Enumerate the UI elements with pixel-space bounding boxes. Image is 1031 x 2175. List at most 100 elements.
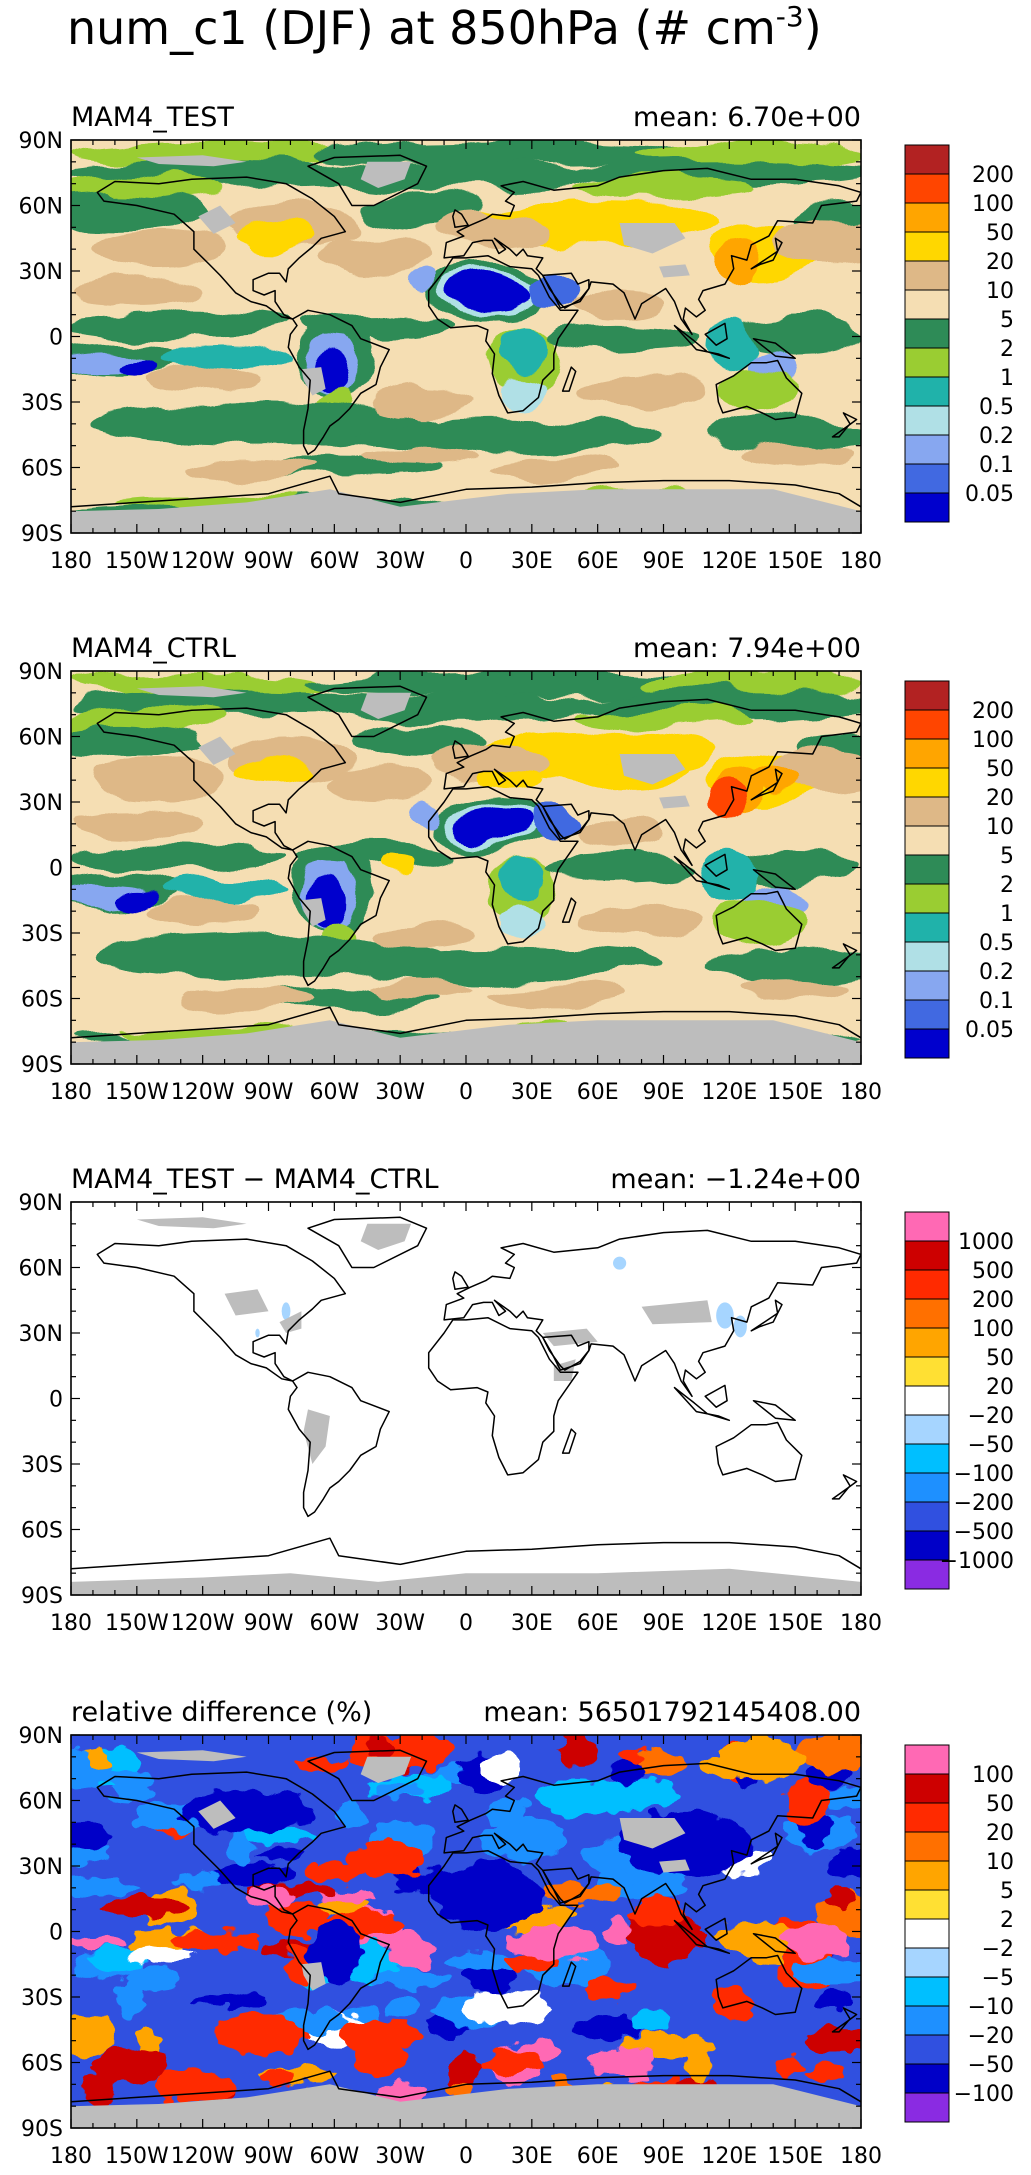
x-tick-label: 60E: [577, 2144, 619, 2169]
colorbar-label: 5: [1000, 308, 1014, 333]
field-patch: [323, 767, 434, 802]
coastline-samerica: [287, 309, 390, 456]
x-tick-label: 120E: [701, 1611, 757, 1636]
y-tick-label: 90N: [19, 660, 63, 685]
field-patch: [356, 948, 664, 984]
field-patch: [349, 1839, 425, 1878]
colorbar-swatch: [904, 1472, 950, 1503]
field-patch: [784, 1924, 851, 1960]
x-tick-label: 150W: [105, 1080, 169, 1105]
colorbar-label: −500: [954, 1520, 1014, 1545]
colorbar-label: 20: [986, 1375, 1014, 1400]
field-blobs: [71, 1735, 861, 2128]
field-patch: [389, 1994, 416, 2019]
missing-region: [659, 795, 690, 809]
x-tick-label: 30E: [511, 1080, 553, 1105]
field-patch: [804, 2028, 861, 2051]
field-patch: [498, 373, 543, 409]
y-tick-label: 90N: [19, 129, 63, 154]
colorbar-swatch: [904, 709, 950, 740]
missing-data: [71, 155, 861, 533]
field: [71, 671, 861, 1064]
y-tick-label: 30N: [19, 791, 63, 816]
field-patch: [784, 1782, 830, 1826]
missing-region: [136, 155, 247, 167]
field-background: [71, 1202, 861, 1595]
coastline-antarctica: [71, 475, 861, 508]
x-tick-label: 0: [459, 1080, 473, 1105]
missing-region: [301, 1962, 326, 1991]
x-tick-label: 150E: [767, 1611, 823, 1636]
colorbar-label: 5: [1000, 844, 1014, 869]
x-tick-label: 150E: [767, 549, 823, 574]
colorbar-swatch: [904, 2005, 950, 2036]
colorbar-swatch: [904, 1327, 950, 1358]
ticks: [70, 1201, 862, 1596]
coastline-indonesia: [673, 1919, 731, 1955]
field-patch: [91, 1947, 142, 1972]
colorbar-label: 2: [1000, 873, 1014, 898]
x-tick-label: 60W: [309, 1611, 359, 1636]
colorbar-swatch: [904, 1356, 950, 1387]
missing-region: [641, 1300, 712, 1325]
x-tick-label: 180: [50, 1611, 92, 1636]
field-patch: [588, 1780, 679, 1812]
colorbar-label: 50: [986, 757, 1014, 782]
colorbar-label: 20: [986, 786, 1014, 811]
x-tick-label: 150W: [105, 1611, 169, 1636]
field-patch: [542, 323, 697, 350]
colorbar-label: 50: [986, 1346, 1014, 1371]
y-tick-label: 60S: [21, 1519, 63, 1544]
x-tick-label: 0: [459, 1611, 473, 1636]
coastline-uk: [452, 1271, 469, 1291]
ticks: [70, 1734, 862, 2129]
colorbar-label: 10: [986, 1850, 1014, 1875]
colorbar: 1000 500 200 100 50 20 −20 −50 −100 −200 −500 −1000: [904, 1211, 1014, 1590]
diff-patch: [281, 1302, 291, 1320]
field-patch: [169, 1929, 261, 1951]
field-patch: [575, 373, 708, 409]
y-tick-label: 0: [49, 1921, 63, 1946]
colorbar-swatch: [904, 1860, 950, 1891]
missing-data: [71, 686, 861, 1064]
field-patch: [631, 2005, 667, 2034]
field-patch: [542, 854, 697, 881]
field-patch: [509, 1924, 598, 1960]
field-patch: [825, 1885, 854, 1910]
x-tick-label: 0: [459, 2144, 473, 2169]
x-tick-label: 180: [840, 1611, 882, 1636]
field-patch: [408, 799, 436, 827]
panel-3: MAM4_TEST − MAM4_CTRL mean: −1.24e+00 180 1…: [19, 1164, 1014, 1636]
colorbar-swatch: [904, 376, 950, 407]
coastline-africa: [427, 254, 579, 414]
field-patch: [740, 976, 851, 999]
field-patch: [527, 275, 581, 311]
x-tick-label: 90E: [643, 1611, 685, 1636]
field-patch: [433, 214, 543, 250]
field-patch: [816, 1990, 857, 2013]
field-patch: [575, 290, 664, 317]
colorbar-label: 0.2: [979, 424, 1014, 449]
coastline-eurasia: [443, 1762, 861, 1931]
field-patch: [323, 236, 434, 271]
coastline-samerica: [287, 1371, 390, 1518]
coastline-indonesia: [673, 855, 731, 891]
field-patch: [619, 1745, 642, 1761]
coastline-antarctica: [71, 1537, 861, 1570]
field-patch: [635, 1924, 695, 1965]
coastline-uk: [452, 209, 469, 229]
colorbar-label: 5: [1000, 1879, 1014, 1904]
x-tick-label: 30W: [375, 1611, 425, 1636]
field-patch: [487, 987, 620, 1010]
field-patch: [353, 2046, 397, 2079]
field: [71, 1735, 861, 2128]
field-patch: [260, 2067, 294, 2087]
colorbar: 200 100 50 20 10 5 2 1 0.5 0.2 0.1 0.05: [904, 680, 1014, 1059]
coastline-madagascar: [561, 1428, 577, 1454]
colorbar-swatch: [904, 492, 950, 523]
field-patch: [114, 889, 159, 907]
colorbar-swatch: [904, 680, 950, 711]
missing-region: [198, 1800, 236, 1829]
colorbar: 100 50 20 10 5 2 −2 −5 −10 −20 −50 −100: [904, 1744, 1014, 2123]
coastline-newguinea: [752, 1932, 796, 1955]
